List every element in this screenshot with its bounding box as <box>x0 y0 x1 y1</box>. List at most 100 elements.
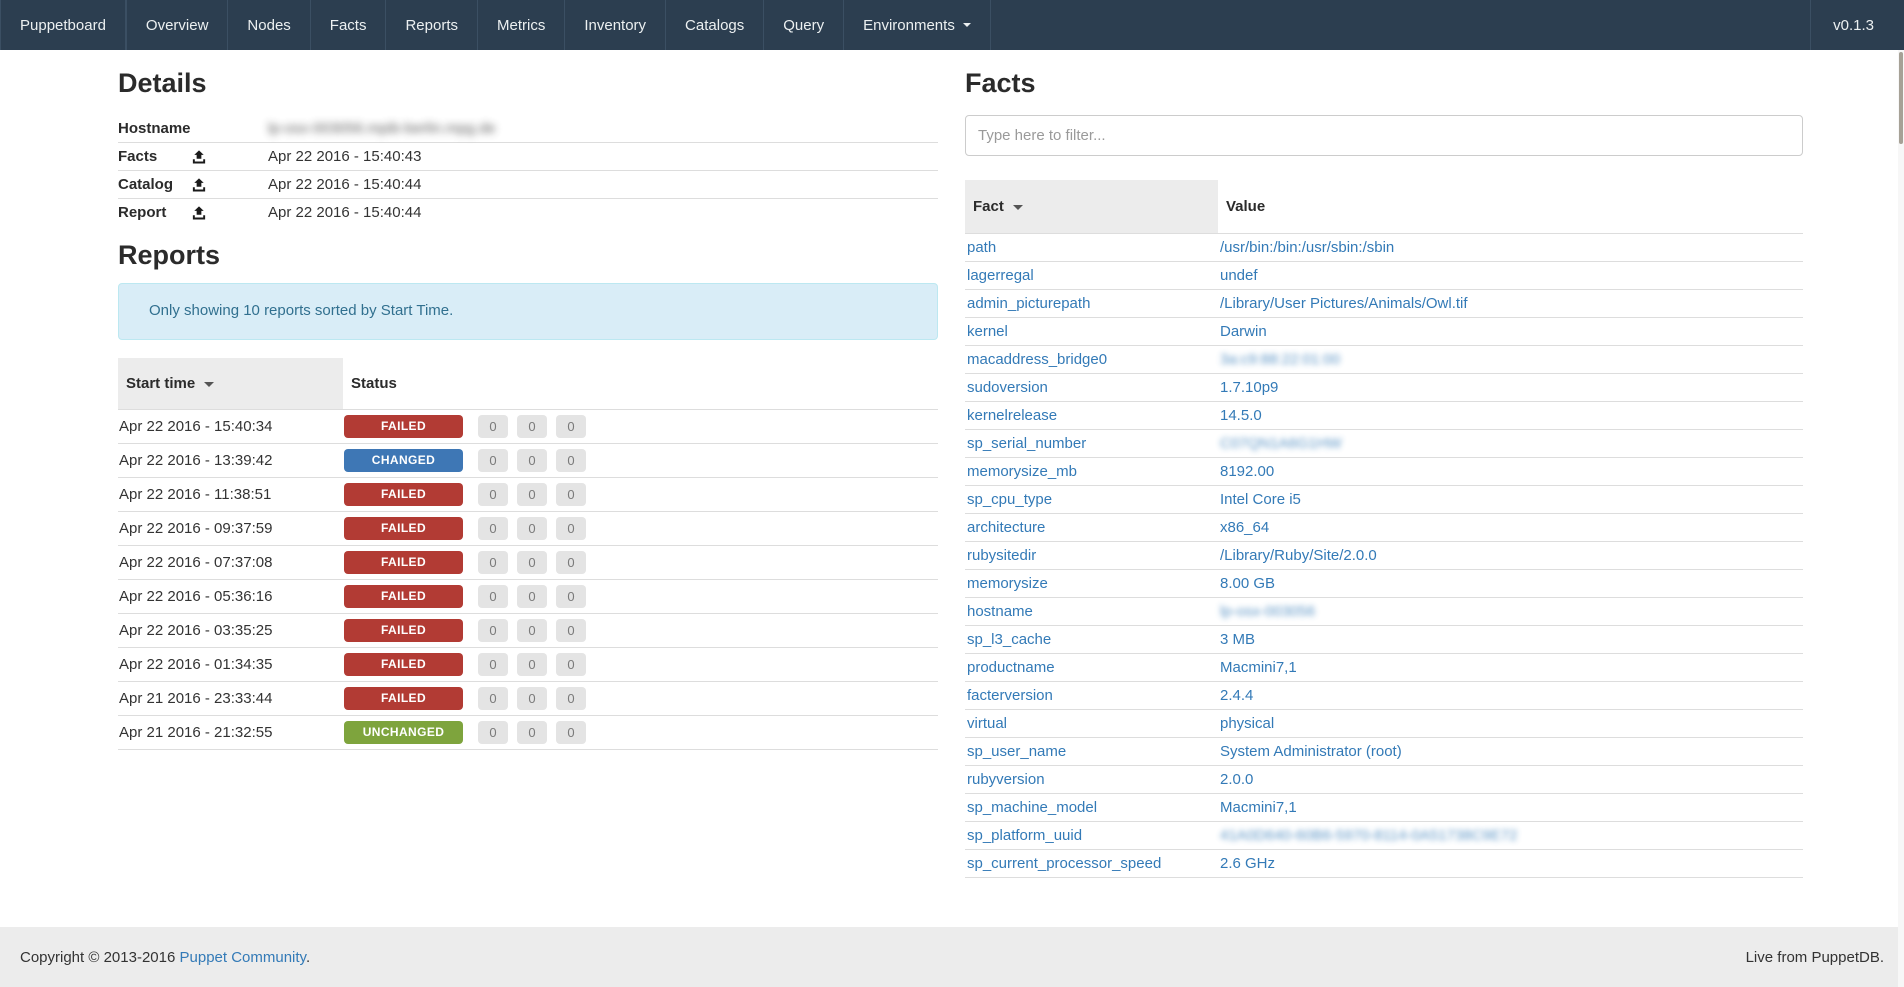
upload-icon-link[interactable] <box>192 205 206 220</box>
upload-icon-link[interactable] <box>192 149 206 164</box>
fact-name-link[interactable]: rubysitedir <box>967 547 1037 564</box>
fact-name-link[interactable]: memorysize <box>967 575 1048 592</box>
fact-name-link[interactable]: kernelrelease <box>967 407 1058 424</box>
nav-item[interactable]: Environments <box>844 0 991 50</box>
fact-value-link[interactable]: 1.7.10p9 <box>1220 379 1279 396</box>
nav-item[interactable]: Nodes <box>228 0 311 50</box>
nav-item[interactable]: Metrics <box>478 0 566 50</box>
fact-name-link[interactable]: architecture <box>967 519 1046 536</box>
nav-item[interactable]: Inventory <box>565 0 667 50</box>
facts-column: Facts Fact Value path /usr/bin:/bin:/usr… <box>965 50 1803 878</box>
report-start-time: Apr 22 2016 - 11:38:51 <box>118 477 343 512</box>
version-label: v0.1.3 <box>1810 0 1896 50</box>
status-badge: FAILED <box>344 687 463 710</box>
facts-rows: path /usr/bin:/bin:/usr/sbin:/sbin lager… <box>965 233 1803 878</box>
fact-name-link[interactable]: sudoversion <box>967 379 1048 396</box>
fact-name-link[interactable]: sp_platform_uuid <box>967 827 1083 844</box>
fact-name-link[interactable]: lagerregal <box>967 267 1034 284</box>
count-chip: 0 <box>556 415 586 438</box>
fact-name-link[interactable]: sp_current_processor_speed <box>967 855 1162 872</box>
report-start-time: Apr 22 2016 - 03:35:25 <box>118 613 343 648</box>
fact-row: memorysize_mb 8192.00 <box>965 457 1803 486</box>
fact-value-link[interactable]: 3a:c9:88:22:01:00 <box>1220 351 1341 368</box>
fact-value-link[interactable]: physical <box>1220 715 1275 732</box>
fact-value-link[interactable]: 14.5.0 <box>1220 407 1262 424</box>
fact-name-link[interactable]: sp_serial_number <box>967 435 1087 452</box>
fact-name-link[interactable]: kernel <box>967 323 1008 340</box>
report-start-time: Apr 22 2016 - 01:34:35 <box>118 647 343 682</box>
nav-item-label: Nodes <box>247 16 291 34</box>
puppet-community-link[interactable]: Puppet Community <box>179 948 306 966</box>
fact-name-link[interactable]: path <box>967 239 997 256</box>
detail-row: Report Apr 22 2016 - 15:40:44 <box>118 199 938 227</box>
nav-item[interactable]: Overview <box>125 0 229 50</box>
reports-title: Reports <box>118 240 221 270</box>
column-header-start-time[interactable]: Start time <box>118 358 343 410</box>
fact-name-link[interactable]: virtual <box>967 715 1008 732</box>
column-header-status[interactable]: Status <box>343 358 938 410</box>
status-badge: FAILED <box>344 483 463 506</box>
fact-value-link[interactable]: /Library/Ruby/Site/2.0.0 <box>1220 547 1377 564</box>
scrollbar-thumb[interactable] <box>1899 52 1903 144</box>
fact-value-link[interactable]: /usr/bin:/bin:/usr/sbin:/sbin <box>1220 239 1395 256</box>
column-header-start-time-label: Start time <box>126 375 196 392</box>
navbar-brand[interactable]: Puppetboard <box>0 0 126 50</box>
fact-value-link[interactable]: Intel Core i5 <box>1220 491 1301 508</box>
fact-name-link[interactable]: macaddress_bridge0 <box>967 351 1108 368</box>
fact-value-link[interactable]: System Administrator (root) <box>1220 743 1402 760</box>
count-chip: 0 <box>478 585 508 608</box>
fact-name-link[interactable]: hostname <box>967 603 1033 620</box>
fact-name-link[interactable]: sp_machine_model <box>967 799 1098 816</box>
fact-value-link[interactable]: 41A0D640-60B6-5970-8114-0A51738C9E72 <box>1220 827 1518 844</box>
fact-name-link[interactable]: memorysize_mb <box>967 463 1078 480</box>
count-chip: 0 <box>556 653 586 676</box>
fact-value-link[interactable]: Darwin <box>1220 323 1267 340</box>
nav-item[interactable]: Reports <box>386 0 478 50</box>
facts-filter-input[interactable] <box>965 115 1803 156</box>
status-badge: FAILED <box>344 619 463 642</box>
fact-name-link[interactable]: facterversion <box>967 687 1053 704</box>
reports-notice: Only showing 10 reports sorted by Start … <box>118 283 938 340</box>
fact-name-link[interactable]: sp_l3_cache <box>967 631 1052 648</box>
fact-row: macaddress_bridge0 3a:c9:88:22:01:00 <box>965 345 1803 374</box>
fact-value-link[interactable]: Macmini7,1 <box>1220 659 1297 676</box>
nav-item[interactable]: Catalogs <box>666 0 765 50</box>
fact-value-link[interactable]: Macmini7,1 <box>1220 799 1297 816</box>
fact-value-link[interactable]: 2.6 GHz <box>1220 855 1276 872</box>
count-chip: 0 <box>478 721 508 744</box>
fact-name-link[interactable]: sp_user_name <box>967 743 1067 760</box>
count-chip: 0 <box>517 449 547 472</box>
navbar-spacer <box>991 0 1810 50</box>
fact-value-link[interactable]: 2.4.4 <box>1220 687 1254 704</box>
column-header-fact[interactable]: Fact <box>965 180 1218 234</box>
fact-name-link[interactable]: rubyversion <box>967 771 1045 788</box>
fact-value-link[interactable]: 2.0.0 <box>1220 771 1254 788</box>
fact-value-link[interactable]: C07QN1A6G1HW <box>1220 435 1342 452</box>
fact-row: rubysitedir /Library/Ruby/Site/2.0.0 <box>965 541 1803 570</box>
reports-table: Start time Status Apr 22 2016 - 15:40:34… <box>118 358 938 750</box>
fact-name-link[interactable]: admin_picturepath <box>967 295 1091 312</box>
column-header-value[interactable]: Value <box>1218 180 1803 234</box>
fact-value-link[interactable]: 8.00 GB <box>1220 575 1276 592</box>
nav-item-label: Metrics <box>497 16 546 34</box>
fact-value-link[interactable]: /Library/User Pictures/Animals/Owl.tif <box>1220 295 1468 312</box>
nav-item-label: Query <box>783 16 825 34</box>
fact-value-link[interactable]: 3 MB <box>1220 631 1256 648</box>
nav-item-label: Overview <box>145 16 209 34</box>
status-badge: FAILED <box>344 517 463 540</box>
detail-value: Apr 22 2016 - 15:40:44 <box>268 176 422 193</box>
upload-icon-link[interactable] <box>192 177 206 192</box>
nav-item[interactable]: Facts <box>311 0 387 50</box>
count-chip: 0 <box>517 551 547 574</box>
fact-value-link[interactable]: 8192.00 <box>1220 463 1275 480</box>
fact-row: architecture x86_64 <box>965 513 1803 542</box>
fact-name-link[interactable]: sp_cpu_type <box>967 491 1053 508</box>
fact-name-link[interactable]: productname <box>967 659 1055 676</box>
fact-value-link[interactable]: undef <box>1220 267 1258 284</box>
fact-value-link[interactable]: lp-osx-003056 <box>1220 603 1316 620</box>
count-chip: 0 <box>478 415 508 438</box>
nav-item[interactable]: Query <box>764 0 845 50</box>
fact-value-link[interactable]: x86_64 <box>1220 519 1270 536</box>
